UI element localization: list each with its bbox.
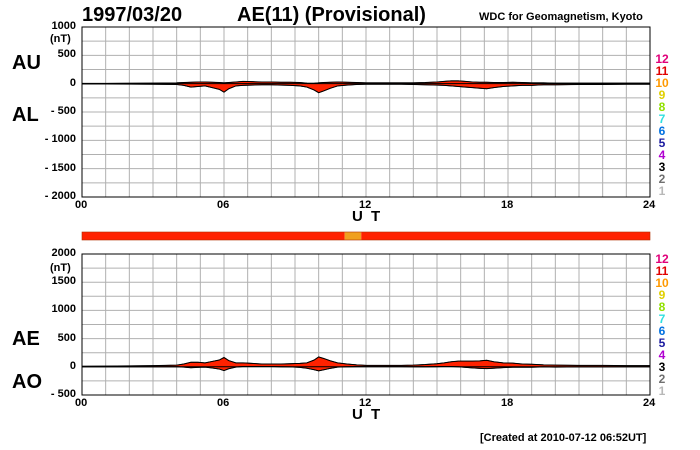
y-tick-label: 2000 <box>51 247 76 259</box>
status-bar-segment <box>82 232 345 240</box>
legend-entry: 1 <box>658 184 666 198</box>
plot-frame-top <box>81 26 651 198</box>
legend-entry: 1 <box>658 384 666 398</box>
legend-entry: 9 <box>658 88 666 102</box>
y-tick-label: - 1500 <box>44 161 76 174</box>
legend-entry: 10 <box>655 76 669 90</box>
legend-entry: 12 <box>655 52 669 66</box>
legend-entry: 3 <box>658 360 666 374</box>
legend-entry: 7 <box>658 312 666 326</box>
organization-label: WDC for Geomagnetism, Kyoto <box>479 11 643 23</box>
series-label-al: AL <box>12 104 39 126</box>
series-line-ae <box>81 356 650 367</box>
legend-entry: 4 <box>658 348 666 362</box>
y-tick-label: 1000 <box>51 20 76 32</box>
unit-label-top: (nT) <box>50 33 71 45</box>
legend-entry: 6 <box>658 324 666 338</box>
legend-entry: 7 <box>658 112 666 126</box>
x-tick-label: 18 <box>501 199 514 211</box>
legend-entry: 5 <box>658 336 666 350</box>
x-tick-label: 06 <box>217 199 230 211</box>
x-tick-label: 12 <box>359 199 372 211</box>
y-tick-label: 0 <box>69 76 76 89</box>
x-tick-label: 12 <box>359 397 372 409</box>
legend-entry: 4 <box>658 148 666 162</box>
y-tick-label: - 500 <box>50 105 76 117</box>
legend-entry: 5 <box>658 136 666 150</box>
y-tick-label: 0 <box>69 359 76 372</box>
series-label-ae: AE <box>12 328 40 350</box>
x-tick-label: 00 <box>75 199 88 211</box>
series-label-ao: AO <box>12 371 42 393</box>
y-tick-label: 1500 <box>51 275 76 288</box>
status-bar-segment <box>344 232 362 240</box>
x-tick-label: 24 <box>643 199 656 211</box>
legend-entry: 10 <box>655 276 669 290</box>
y-tick-label: - 2000 <box>44 190 76 202</box>
legend-entry: 12 <box>655 252 669 266</box>
legend-entry: 2 <box>658 372 666 386</box>
x-axis-label-top: U T <box>352 208 383 225</box>
x-axis-label-bottom: U T <box>352 406 383 423</box>
legend-entry: 8 <box>658 100 666 114</box>
legend-entry: 2 <box>658 172 666 186</box>
status-bar-segment <box>361 232 650 240</box>
legend-entry: 11 <box>655 64 669 78</box>
y-tick-label: 1000 <box>51 303 76 316</box>
y-tick-label: - 1000 <box>44 133 76 146</box>
x-tick-label: 18 <box>501 397 514 409</box>
x-tick-label: 00 <box>75 397 88 409</box>
x-tick-label: 24 <box>643 397 656 409</box>
created-timestamp: [Created at 2010-07-12 06:52UT] <box>480 432 647 444</box>
legend-entry: 3 <box>658 160 666 174</box>
unit-label-bottom: (nT) <box>50 262 71 274</box>
legend-entry: 9 <box>658 288 666 302</box>
chart-date: 1997/03/20 <box>82 4 183 26</box>
legend-entry: 8 <box>658 300 666 314</box>
legend-entry: 11 <box>655 264 669 278</box>
status-bar-frame <box>81 231 651 241</box>
series-line-al <box>82 83 650 94</box>
y-tick-label: - 500 <box>50 388 76 400</box>
y-tick-label: 500 <box>57 331 76 344</box>
legend-entry: 6 <box>658 124 666 138</box>
plot-frame-bottom <box>81 253 651 396</box>
y-tick-label: 500 <box>57 48 76 61</box>
series-label-au: AU <box>12 52 41 74</box>
chart-title: AE(11) (Provisional) <box>237 4 426 26</box>
x-tick-label: 06 <box>217 397 230 409</box>
series-line-au <box>82 80 650 84</box>
